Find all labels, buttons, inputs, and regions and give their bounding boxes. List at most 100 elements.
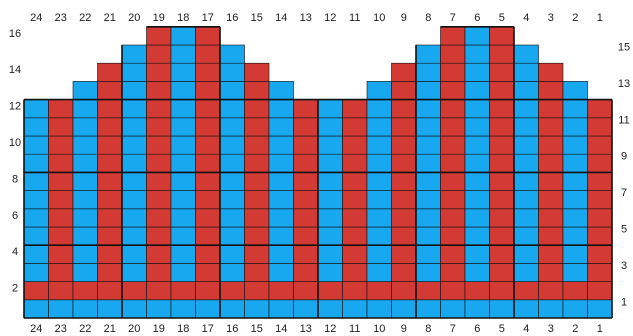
chart-cell xyxy=(268,172,294,191)
chart-cell xyxy=(170,263,196,282)
chart-cell xyxy=(170,153,196,173)
chart-cell xyxy=(121,244,147,264)
chart-cell xyxy=(293,244,319,264)
chart-cell xyxy=(244,117,270,137)
chart-cell xyxy=(244,99,270,119)
chart-cell xyxy=(268,226,294,246)
column-label-bottom: 18 xyxy=(177,323,189,335)
chart-cell xyxy=(121,172,147,191)
chart-cell xyxy=(195,99,221,119)
chart-cell xyxy=(391,208,417,228)
chart-cell xyxy=(72,281,98,301)
chart-cell xyxy=(538,299,564,319)
column-label-top: 1 xyxy=(597,12,603,24)
chart-cell xyxy=(195,263,221,282)
chart-cell xyxy=(587,190,613,210)
chart-cell xyxy=(489,244,515,264)
chart-cell xyxy=(538,244,564,264)
chart-cell xyxy=(464,299,490,319)
chart-cell xyxy=(587,172,613,191)
chart-cell xyxy=(146,172,172,191)
chart-cell xyxy=(293,153,319,173)
column-label-top: 3 xyxy=(548,12,554,24)
row-label-left: 4 xyxy=(12,246,18,258)
chart-cell xyxy=(146,299,172,319)
chart-cell xyxy=(391,299,417,319)
chart-cell xyxy=(513,190,539,210)
chart-cell xyxy=(97,99,123,119)
chart-cell xyxy=(48,99,74,119)
chart-cell xyxy=(415,190,441,210)
chart-cell xyxy=(72,244,98,264)
chart-cell xyxy=(342,190,368,210)
chart-cell xyxy=(587,244,613,264)
chart-cell xyxy=(562,81,588,100)
chart-cell xyxy=(97,117,123,137)
chart-cell xyxy=(219,190,245,210)
chart-cell xyxy=(293,172,319,191)
chart-cell xyxy=(146,135,172,155)
chart-cell xyxy=(538,172,564,191)
chart-cell xyxy=(489,281,515,301)
chart-cell xyxy=(415,81,441,100)
chart-cell xyxy=(170,299,196,319)
row-label-right: 7 xyxy=(621,187,627,199)
chart-cell xyxy=(23,299,49,319)
chart-cell xyxy=(391,81,417,100)
chart-cell xyxy=(415,117,441,137)
chart-cell xyxy=(366,263,392,282)
chart-labels: 2424232322222121202019191818171716161515… xyxy=(9,12,630,335)
chart-cell xyxy=(195,190,221,210)
column-label-top: 23 xyxy=(55,12,67,24)
chart-cell xyxy=(366,299,392,319)
chart-cell xyxy=(415,62,441,82)
chart-cell xyxy=(244,190,270,210)
column-label-bottom: 12 xyxy=(324,323,336,335)
chart-cell xyxy=(342,263,368,282)
chart-cell xyxy=(440,263,466,282)
chart-cell xyxy=(72,99,98,119)
chart-cell xyxy=(587,299,613,319)
chart-cell xyxy=(464,226,490,246)
row-label-right: 3 xyxy=(621,260,627,272)
chart-cell xyxy=(538,135,564,155)
column-label-bottom: 8 xyxy=(425,323,431,335)
chart-cell xyxy=(121,263,147,282)
chart-cell xyxy=(562,263,588,282)
chart-cell xyxy=(146,81,172,100)
chart-cell xyxy=(464,190,490,210)
chart-cell xyxy=(440,117,466,137)
column-label-top: 21 xyxy=(104,12,116,24)
column-label-bottom: 14 xyxy=(275,323,287,335)
chart-cell xyxy=(195,117,221,137)
chart-cell xyxy=(513,208,539,228)
chart-cell xyxy=(366,99,392,119)
chart-cell xyxy=(170,135,196,155)
chart-cell xyxy=(121,190,147,210)
chart-cell xyxy=(513,135,539,155)
row-label-right: 9 xyxy=(621,151,627,163)
chart-cell xyxy=(244,172,270,191)
chart-cell xyxy=(219,172,245,191)
chart-cell xyxy=(23,281,49,301)
column-label-top: 20 xyxy=(128,12,140,24)
chart-cell xyxy=(464,117,490,137)
chart-cell xyxy=(587,263,613,282)
chart-cell xyxy=(513,62,539,82)
chart-cell xyxy=(97,281,123,301)
column-label-top: 24 xyxy=(30,12,42,24)
chart-cell xyxy=(440,190,466,210)
chart-cell xyxy=(513,117,539,137)
chart-cell xyxy=(244,135,270,155)
chart-cell xyxy=(562,226,588,246)
chart-cell xyxy=(146,62,172,82)
column-label-bottom: 1 xyxy=(597,323,603,335)
column-label-bottom: 24 xyxy=(30,323,42,335)
chart-cell xyxy=(342,117,368,137)
chart-cell xyxy=(489,263,515,282)
chart-cell xyxy=(48,117,74,137)
chart-cell xyxy=(489,153,515,173)
chart-cell xyxy=(121,281,147,301)
chart-cell xyxy=(268,208,294,228)
column-label-bottom: 15 xyxy=(251,323,263,335)
